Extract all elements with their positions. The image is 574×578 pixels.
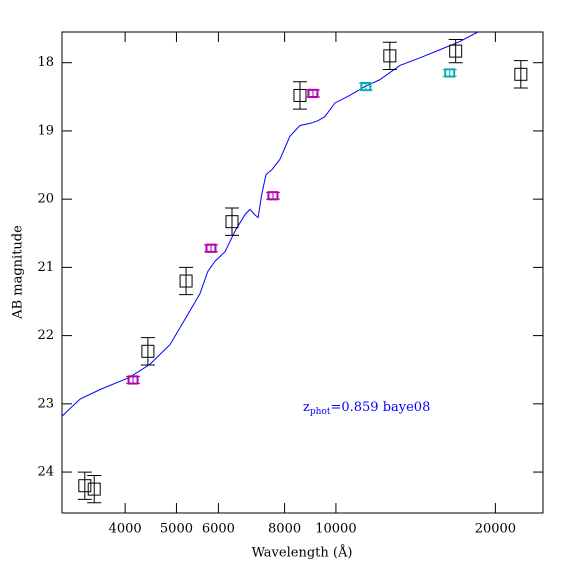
y-axis-label: AB magnitude <box>11 225 26 320</box>
annotation: zphot=0.859 baye08 <box>303 400 430 417</box>
y-tick-label: 21 <box>37 260 54 275</box>
x-axis-label: Wavelength (Å) <box>252 545 353 561</box>
data-point <box>127 375 139 385</box>
data-point <box>267 191 279 201</box>
error-bar <box>87 474 102 504</box>
error-bar <box>140 337 155 366</box>
x-tick-label: 20000 <box>475 522 516 537</box>
plot-frame <box>61 31 544 514</box>
y-tick-label: 19 <box>37 123 54 138</box>
data-point <box>293 88 307 102</box>
x-tick-label: 10000 <box>315 522 356 537</box>
error-bar <box>224 207 239 236</box>
data-point <box>205 243 217 253</box>
y-tick-label: 24 <box>37 465 54 480</box>
data-point <box>514 67 528 81</box>
data-point <box>444 68 456 78</box>
annotation-main: z <box>303 400 310 415</box>
y-tick-label: 22 <box>37 328 54 343</box>
data-point <box>141 344 155 358</box>
data-point <box>87 482 101 496</box>
y-tick-label: 18 <box>37 55 54 70</box>
data-point <box>449 44 463 58</box>
error-bar <box>77 471 92 500</box>
x-tick-label: 6000 <box>202 522 235 537</box>
error-bar <box>448 39 463 64</box>
x-tick-label: 4000 <box>109 522 142 537</box>
error-bar <box>382 41 397 71</box>
data-point <box>78 479 92 493</box>
error-bar <box>292 81 307 110</box>
data-point <box>179 274 193 288</box>
data-point <box>307 88 319 99</box>
x-tick-label: 8000 <box>268 522 301 537</box>
y-tick-label: 23 <box>37 396 54 411</box>
data-point <box>360 81 372 92</box>
error-bar <box>513 60 528 89</box>
annotation-rest: =0.859 baye08 <box>330 400 430 415</box>
data-point <box>225 215 239 229</box>
annotation-sub: phot <box>310 407 331 417</box>
error-bar <box>179 266 194 296</box>
model-curve <box>62 32 479 417</box>
data-point <box>383 49 397 63</box>
x-tick-label: 5000 <box>160 522 193 537</box>
y-tick-label: 20 <box>37 192 54 207</box>
plot-area <box>62 32 528 504</box>
